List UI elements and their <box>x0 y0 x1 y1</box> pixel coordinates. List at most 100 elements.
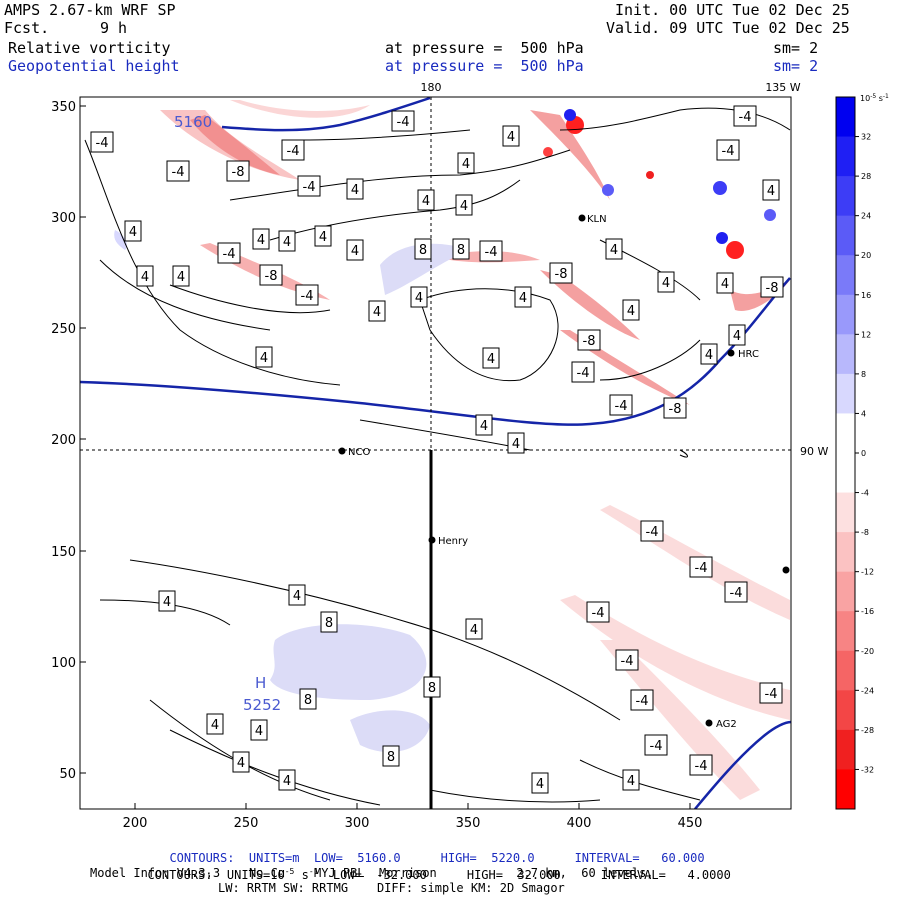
forecast-hour: 9 h <box>100 19 128 37</box>
contour-label: 4 <box>475 414 493 436</box>
svg-text:4: 4 <box>627 304 635 319</box>
x-tick-label: 300 <box>345 816 370 831</box>
svg-text:4: 4 <box>257 233 265 248</box>
contour-label: 4 <box>314 225 332 247</box>
colorbar-segment <box>836 176 855 217</box>
contour-label: 4 <box>482 347 500 369</box>
colorbar-segment <box>836 255 855 296</box>
colorbar-tick-label: 16 <box>861 291 871 300</box>
x-axis-labels: 200 250 300 350 400 450 <box>123 816 703 831</box>
svg-text:-4: -4 <box>223 247 236 262</box>
footer-height-high: HIGH= 5220.0 <box>440 851 535 865</box>
colorbar-segment <box>836 294 855 335</box>
plot-border <box>79 96 792 810</box>
colorbar-tick-label: 32 <box>861 133 871 142</box>
svg-text:-4: -4 <box>592 606 605 621</box>
svg-text:-8: -8 <box>555 267 568 282</box>
contour-label: 4 <box>206 713 224 735</box>
colorbar-units: 10-5 s-1 <box>860 93 889 103</box>
contour-label: 4 <box>288 584 306 606</box>
colorbar-segment <box>836 690 855 731</box>
footer-physics-info: LW: RRTM SW: RRTMG DIFF: simple KM: 2D S… <box>218 881 565 895</box>
svg-text:4: 4 <box>507 130 515 145</box>
colorbar-segment <box>836 97 855 138</box>
y-tick-label: 150 <box>51 545 76 560</box>
colorbar-segment <box>836 571 855 612</box>
x-tick-label: 350 <box>456 816 481 831</box>
colorbar-segment <box>836 334 855 375</box>
contour-label: 4 <box>250 719 268 741</box>
colorbar-tick-label: -24 <box>861 686 874 695</box>
footer-height-interval: INTERVAL= 60.000 <box>574 851 705 865</box>
svg-text:-8: -8 <box>232 165 245 180</box>
svg-text:-8: -8 <box>583 334 596 349</box>
svg-text:4: 4 <box>610 243 618 258</box>
svg-text:-4: -4 <box>615 399 628 414</box>
colorbar-segment <box>836 729 855 770</box>
contour-label: -4 <box>724 581 748 603</box>
reference-lines <box>80 97 791 809</box>
y-tick-label: 50 <box>59 767 76 782</box>
field2-name: Geopotential height <box>8 57 180 75</box>
contour-label: -4 <box>90 131 114 153</box>
colorbar-segment <box>836 650 855 691</box>
svg-text:4: 4 <box>351 183 359 198</box>
svg-text:-4: -4 <box>397 115 410 130</box>
high-marker: H <box>255 674 266 692</box>
svg-text:4: 4 <box>512 437 520 452</box>
svg-text:-4: -4 <box>695 759 708 774</box>
svg-text:4: 4 <box>767 184 775 199</box>
colorbar-segment <box>836 532 855 573</box>
height-label-5160: 5160 <box>174 113 212 131</box>
svg-text:4: 4 <box>260 351 268 366</box>
model-title: AMPS 2.67-km WRF SP <box>4 1 176 19</box>
contour-label: 8 <box>414 238 432 260</box>
colorbar-tick-label: 4 <box>861 409 866 418</box>
contour-label: 4 <box>346 178 364 200</box>
station-label: HRC <box>738 349 759 360</box>
station-label: NCO <box>348 447 370 458</box>
x-tick-label: 250 <box>234 816 259 831</box>
colorbar-tick-label: -28 <box>861 726 874 735</box>
contour-label: -4 <box>689 754 713 776</box>
contour-label: 4 <box>622 299 640 321</box>
contour-label: -4 <box>217 242 241 264</box>
y-axis-labels: 350 300 250 200 150 100 50 <box>51 100 76 782</box>
colorbar-segment <box>836 136 855 177</box>
x-tick-label: 400 <box>567 816 592 831</box>
tick-marks <box>80 105 691 809</box>
svg-text:4: 4 <box>462 157 470 172</box>
colorbar-tick-label: 28 <box>861 172 871 181</box>
svg-text:4: 4 <box>733 329 741 344</box>
contour-label: -4 <box>759 682 783 704</box>
x-tick-label: 450 <box>678 816 703 831</box>
svg-text:4: 4 <box>627 774 635 789</box>
contour-label: 4 <box>346 239 364 261</box>
footer-vorticity-contours: CONTOURS: UNITS=10 <box>147 868 285 882</box>
svg-text:-8: -8 <box>766 281 779 296</box>
contour-label: 4 <box>368 300 386 322</box>
station-label: KLN <box>587 214 607 225</box>
svg-text:-4: -4 <box>301 289 314 304</box>
forecast-label: Fcst. <box>4 19 50 37</box>
contour-label: 4 <box>728 324 746 346</box>
svg-text:-4: -4 <box>287 144 300 159</box>
contour-label: 4 <box>502 125 520 147</box>
svg-text:-4: -4 <box>636 694 649 709</box>
colorbar-segment <box>836 215 855 256</box>
contour-label: 8 <box>299 688 317 710</box>
field2-smoothing: sm= 2 <box>773 57 819 75</box>
colorbar-tick-label: 0 <box>861 449 866 458</box>
station-label: Henry <box>438 536 468 547</box>
footer-line2: CONTOURS: UNITS=10-5 s-1 LOW= -32.000 HIG… <box>147 867 731 882</box>
y-tick-label: 100 <box>51 656 76 671</box>
colorbar-tick-label: 20 <box>861 251 871 260</box>
svg-text:8: 8 <box>325 616 333 631</box>
stations: NCO Henry KLN HRC AG2 <box>338 214 790 730</box>
footer-height-contours: CONTOURS: UNITS=m LOW= 5160.0 <box>169 851 401 865</box>
svg-text:-4: -4 <box>485 245 498 260</box>
field2-level: at pressure = 500 hPa <box>385 57 584 75</box>
svg-text:-4: -4 <box>621 654 634 669</box>
contour-label: 4 <box>531 772 549 794</box>
svg-text:-4: -4 <box>303 180 316 195</box>
